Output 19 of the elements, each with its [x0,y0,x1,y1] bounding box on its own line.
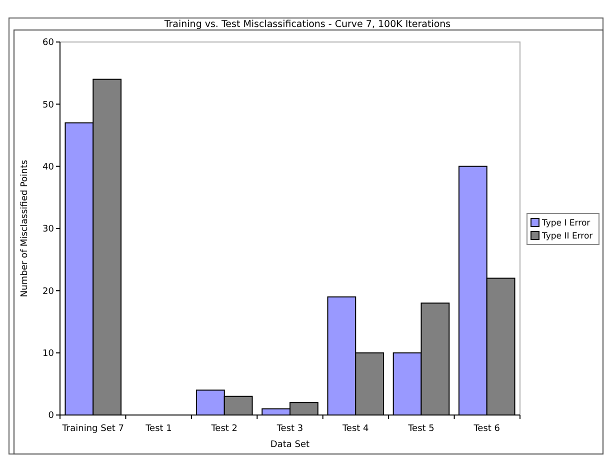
y-tick-label: 10 [42,348,54,359]
x-tick-label: Training Set 7 [61,424,124,434]
legend-label: Type I Error [541,218,591,228]
x-tick-label: Test 1 [144,424,172,434]
y-tick-label: 60 [42,38,54,48]
y-tick-label: 20 [42,286,54,297]
x-tick-label: Test 3 [276,424,304,434]
legend-label: Type II Error [541,231,594,242]
chart-title: Training vs. Test Misclassifications - Curve 7, 100K Iterations [163,19,451,30]
y-tick-label: 30 [42,224,54,235]
x-tick-label: Test 6 [472,424,500,434]
x-tick-label: Test 2 [210,424,238,434]
x-tick-label: Test 5 [407,424,434,434]
x-tick-label: Test 4 [341,424,370,434]
y-tick-label: 40 [42,162,54,172]
y-axis-title: Number of Misclassified Points [20,160,30,298]
y-tick-label: 0 [48,411,54,422]
y-tick-label: 50 [42,100,54,110]
x-axis-title: Data Set [270,440,310,450]
